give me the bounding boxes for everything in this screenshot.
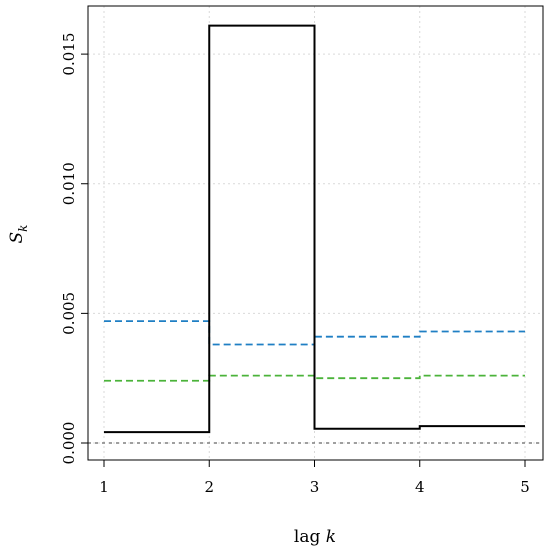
y-tick-label: 0.005: [60, 292, 78, 335]
x-tick-label: 4: [415, 478, 425, 496]
x-tick-label: 2: [204, 478, 214, 496]
y-axis-title-sub: k: [16, 225, 30, 232]
x-axis-title-var: k: [326, 527, 336, 547]
series-line-1: [104, 24, 525, 434]
x-axis-title-text: lag: [294, 527, 326, 547]
series-group: [104, 24, 525, 434]
x-tick-label: 3: [310, 478, 320, 496]
x-axis-title: lag k: [294, 527, 336, 547]
y-tick-label: 0.000: [60, 422, 78, 465]
y-axis-title: Sk: [7, 225, 30, 244]
y-axis-title-var: S: [7, 232, 27, 244]
x-tick-label: 1: [99, 478, 109, 496]
x-tick-label: 5: [520, 478, 530, 496]
y-axis: 0.000 0.005 0.010 0.015: [60, 33, 89, 465]
x-axis: 1 2 3 4 5: [99, 459, 530, 496]
y-tick-label: 0.010: [60, 162, 78, 205]
y-tick-label: 0.015: [60, 33, 78, 76]
